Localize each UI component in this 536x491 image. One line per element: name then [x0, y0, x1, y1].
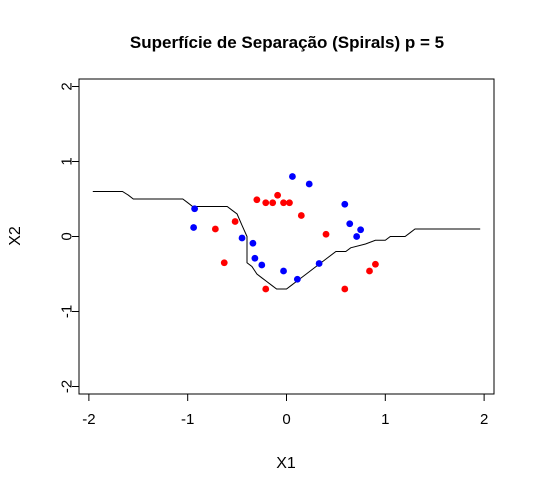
y-tick-label: -2: [59, 380, 76, 393]
data-point: [251, 254, 259, 262]
data-point: [293, 275, 301, 283]
data-point: [190, 224, 198, 231]
plot-frame: [78, 78, 495, 395]
data-point: [353, 233, 361, 240]
data-point: [372, 260, 379, 268]
data-point: [280, 267, 287, 275]
data-point: [269, 199, 277, 207]
data-point: [274, 191, 282, 199]
x-axis: -2 -1 0 1 2: [82, 393, 488, 428]
data-point: [191, 205, 199, 213]
x-tick-label: 2: [480, 411, 488, 428]
y-axis: -2 -1 0 1 2: [59, 82, 80, 393]
data-point: [231, 218, 239, 225]
data-point: [297, 212, 305, 219]
data-point: [315, 260, 323, 267]
data-point: [211, 225, 219, 233]
x-tick-label: -2: [82, 411, 95, 428]
data-point: [346, 220, 354, 228]
data-point: [280, 199, 287, 207]
x-axis-label: X1: [276, 455, 296, 472]
y-axis-label: X2: [7, 226, 24, 246]
data-point: [258, 261, 266, 269]
data-point: [322, 230, 330, 238]
data-point: [262, 285, 270, 293]
separation-surface-line: [92, 191, 481, 290]
chart-title: Superfície de Separação (Spirals) p = 5: [130, 33, 444, 52]
data-points: [190, 173, 379, 293]
data-point: [253, 196, 261, 204]
x-tick-label: -1: [181, 411, 194, 428]
data-point: [262, 199, 270, 207]
y-tick-label: 2: [59, 82, 76, 90]
data-point: [286, 199, 293, 207]
x-tick-label: 0: [282, 411, 290, 428]
data-point: [305, 180, 313, 188]
data-point: [220, 259, 228, 267]
x-tick-label: 1: [381, 411, 389, 428]
data-point: [341, 285, 349, 293]
data-point: [341, 200, 349, 208]
data-point: [249, 239, 257, 247]
y-tick-label: -1: [59, 305, 76, 318]
y-tick-label: 0: [59, 232, 76, 240]
data-point: [289, 173, 296, 180]
data-point: [238, 234, 246, 242]
data-point: [366, 267, 373, 275]
y-tick-label: 1: [59, 157, 76, 165]
data-point: [357, 226, 365, 234]
